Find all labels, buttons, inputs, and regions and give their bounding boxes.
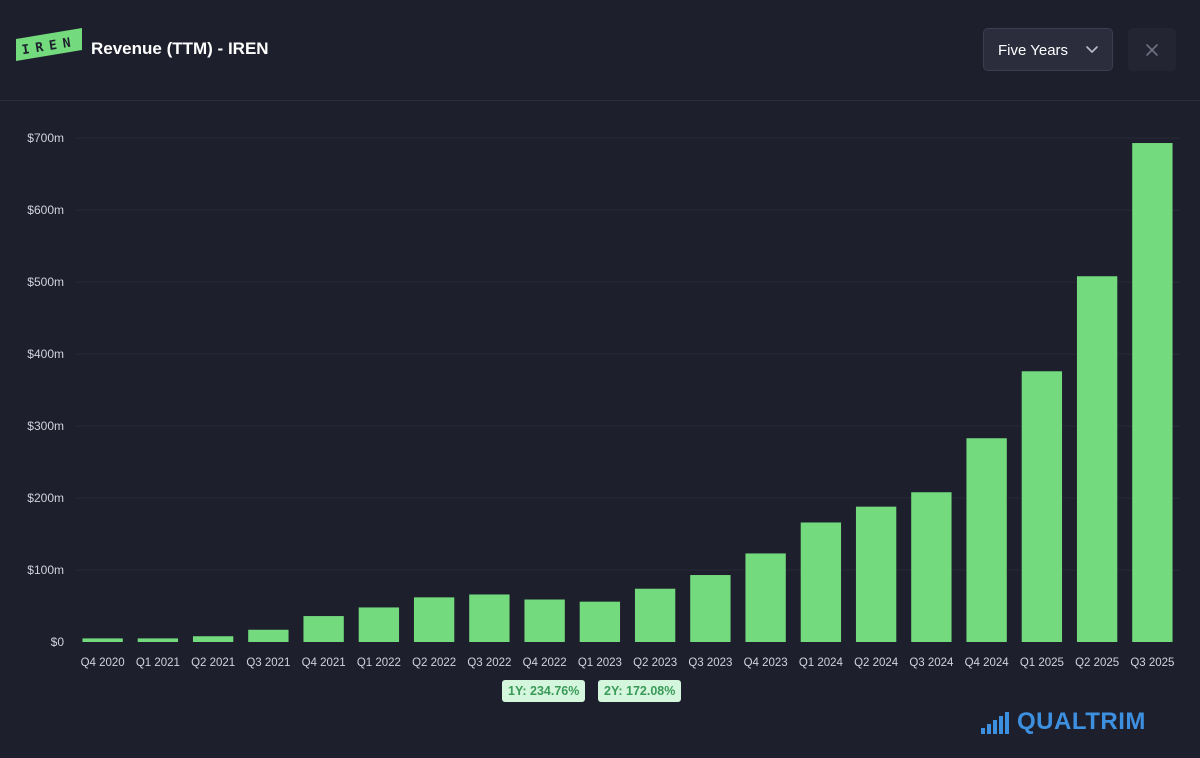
bar: [579, 601, 621, 642]
x-tick-label: Q2 2022: [412, 657, 456, 669]
x-tick-label: Q1 2024: [799, 657, 844, 669]
y-tick-label: $400m: [27, 347, 64, 361]
logo-shape: [16, 28, 82, 61]
x-tick-label: Q3 2024: [909, 657, 954, 669]
bar: [524, 599, 565, 642]
x-tick-label: Q1 2025: [1020, 657, 1064, 669]
x-tick-label: Q3 2023: [688, 657, 732, 669]
x-tick-label: Q1 2023: [578, 657, 622, 669]
bar: [82, 638, 123, 642]
x-tick-label: Q4 2024: [965, 657, 1010, 669]
header-bar: IREN Revenue (TTM) - IREN Five Years: [0, 0, 1200, 101]
x-tick-label: Q2 2025: [1075, 657, 1119, 669]
bar: [690, 575, 731, 642]
x-tick-label: Q4 2021: [302, 657, 346, 669]
revenue-bar-chart: $0 $100m $200m $300m $400m $500m $600m $700m Q4 …: [27, 131, 1180, 669]
x-tick-label: Q1 2022: [357, 657, 401, 669]
x-tick-label: Q2 2023: [633, 657, 677, 669]
bar: [413, 597, 455, 642]
close-button[interactable]: [1128, 28, 1176, 71]
close-icon: [1146, 44, 1158, 56]
y-tick-label: $500m: [27, 275, 64, 289]
bar: [745, 553, 786, 642]
bar: [966, 438, 1007, 642]
brand-name: QUALTRIM: [1017, 708, 1146, 735]
x-tick-label: Q4 2023: [744, 657, 788, 669]
y-tick-label: $600m: [27, 203, 64, 217]
y-tick-label: $700m: [27, 131, 64, 145]
period-select[interactable]: Five Years: [983, 28, 1113, 71]
bar: [192, 636, 234, 642]
x-tick-label: Q3 2025: [1130, 657, 1174, 669]
bar: [800, 522, 842, 642]
bar: [1021, 371, 1063, 642]
growth-badge-1y: 1Y: 234.76%: [502, 680, 586, 702]
y-tick-label: $300m: [27, 419, 64, 433]
growth-badge-2y: 2Y: 172.08%: [598, 680, 682, 702]
bar: [137, 638, 179, 642]
x-tick-label: Q2 2024: [854, 657, 899, 669]
bar: [855, 506, 897, 642]
period-select-value: Five Years: [998, 42, 1069, 59]
y-tick-label: $200m: [27, 491, 64, 505]
bar: [358, 607, 400, 642]
iren-logo: IREN: [16, 28, 82, 61]
bar: [248, 629, 289, 642]
bar: [1076, 276, 1118, 642]
y-tick-label: $0: [51, 635, 65, 649]
x-tick-label: Q1 2021: [136, 657, 180, 669]
bar: [469, 594, 510, 642]
page-title: Revenue (TTM) - IREN: [91, 39, 269, 58]
bar: [634, 588, 676, 642]
chevron-down-icon: [1086, 46, 1098, 53]
x-tick-label: Q2 2021: [191, 657, 235, 669]
bar: [303, 616, 344, 642]
x-tick-label: Q3 2021: [246, 657, 290, 669]
bar: [1132, 143, 1173, 643]
bar: [911, 492, 952, 642]
y-tick-label: $100m: [27, 563, 64, 577]
x-tick-label: Q3 2022: [467, 657, 511, 669]
signal-bars-icon: [981, 712, 1009, 734]
x-tick-label: Q4 2022: [523, 657, 567, 669]
x-tick-label: Q4 2020: [81, 657, 125, 669]
